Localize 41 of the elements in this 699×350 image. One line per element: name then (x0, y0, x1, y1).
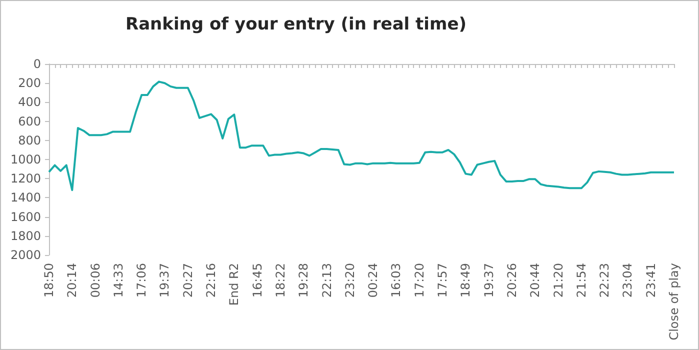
x-tick-label: 16:03 (389, 263, 404, 298)
y-tick-label: 1600 (10, 210, 41, 224)
y-tick-label: 1000 (10, 152, 41, 166)
y-tick-label: 1800 (10, 228, 41, 243)
x-tick-label: 20:27 (180, 263, 195, 298)
x-tick-label: 23:41 (644, 263, 658, 298)
x-tick-label: 22:13 (320, 263, 334, 298)
x-tick-label: 00:24 (366, 263, 380, 298)
x-tick-label: 17:20 (412, 263, 426, 298)
x-tick-label: 22:23 (598, 263, 612, 298)
y-tick-label: 1200 (10, 172, 41, 186)
x-tick-label: Close of play (667, 263, 681, 340)
x-tick-label: 19:37 (482, 263, 496, 298)
x-tick-label: 18:50 (42, 263, 56, 298)
y-tick-label: 800 (18, 133, 41, 148)
x-tick-label: 00:06 (88, 263, 102, 298)
x-tick-label: 17:57 (436, 263, 450, 298)
chart-title: Ranking of your entry (in real time) (125, 14, 467, 34)
y-tick-label: 0 (33, 57, 41, 71)
line-series (48, 80, 675, 192)
x-tick-label: 18:22 (273, 263, 288, 298)
x-tick-label: 19:28 (296, 263, 311, 298)
x-tick-label: 20:14 (65, 263, 80, 298)
x-tick-label: 20:44 (528, 263, 542, 298)
y-tick-label: 2000 (10, 248, 41, 262)
y-tick-label: 200 (18, 76, 41, 90)
x-tick-label: 19:37 (158, 263, 172, 298)
x-tick-label: End R2 (227, 263, 242, 306)
x-tick-label: 21:54 (574, 263, 588, 298)
x-tick-label: 20:26 (504, 263, 519, 298)
x-tick-label: 23:20 (342, 263, 357, 298)
y-tick-label: 1400 (10, 190, 41, 205)
x-tick-label: 23:04 (620, 263, 635, 298)
x-tick-label: 14:33 (111, 263, 126, 298)
x-tick-label: 17:06 (134, 263, 149, 298)
x-tick-label: 16:45 (250, 263, 264, 298)
y-tick-label: 600 (18, 114, 41, 128)
x-tick-label: 18:49 (458, 263, 473, 298)
x-tick-label: 21:20 (551, 263, 566, 298)
x-tick-label: 22:16 (204, 263, 218, 298)
y-tick-label: 400 (18, 95, 41, 110)
